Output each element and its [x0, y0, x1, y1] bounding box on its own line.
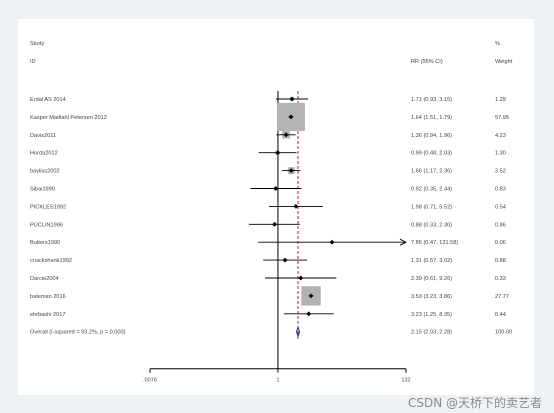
study-ci: 3.23 (1.25, 8.35)	[411, 312, 452, 318]
study-label: Horda2012	[30, 151, 58, 157]
point-estimate	[306, 311, 312, 317]
study-ci: 7.86 (0.47, 131.58)	[411, 240, 458, 246]
forest-plot: Study ID RR (95% CI)% Weight Erdal AS 2014 1.…	[30, 41, 513, 384]
x-tick-label: 132	[401, 378, 410, 384]
study-label: PICKLES1992	[30, 204, 66, 210]
point-estimate	[288, 168, 294, 173]
study-ci: 2.39 (0.61, 9.26)	[411, 276, 452, 282]
study-label: Darcie2004	[30, 276, 59, 282]
overall-ci: 2.15 (2.03, 2.28)	[411, 330, 452, 336]
ci-arrow	[399, 238, 407, 246]
point-estimate	[272, 221, 278, 227]
study-weight: 0.88	[495, 258, 506, 264]
study-weight: 1.30	[495, 151, 506, 157]
point-estimate	[308, 293, 314, 299]
study-weight: 27.77	[495, 294, 509, 300]
point-estimate	[329, 239, 335, 245]
study-label: PUCLIN1996	[30, 222, 63, 228]
study-label: cruickshank1992	[30, 258, 72, 264]
x-tick-label: .0076	[143, 378, 157, 384]
study-ci: 1.36 (0.94, 1.96)	[411, 133, 452, 139]
study-ci: 3.53 (3.23, 3.86)	[411, 294, 452, 300]
study-weight: 0.44	[495, 312, 506, 318]
x-tick-label: 1	[276, 378, 279, 384]
study-label: bateman 2016	[30, 294, 66, 300]
header-study: Study	[30, 41, 45, 47]
study-label: bayliss2002	[30, 169, 60, 175]
study-weight: 0.06	[495, 240, 506, 246]
header-percent: %	[495, 41, 500, 47]
study-ci: 0.92 (0.35, 2.44)	[411, 187, 452, 193]
study-ci: 1.66 (1.17, 2.36)	[411, 169, 452, 175]
study-label: Erdal AS 2014	[30, 97, 66, 103]
point-estimate	[273, 186, 279, 191]
study-weight: 4.23	[495, 133, 506, 139]
point-estimate	[283, 132, 289, 138]
point-estimate	[282, 257, 288, 263]
header-id: ID	[30, 59, 36, 65]
study-label: Butters1990	[30, 240, 60, 246]
study-weight: 57.95	[495, 115, 509, 121]
study-label: Davis2011	[30, 133, 56, 139]
study-ci: 0.88 (0.33, 2.30)	[411, 222, 452, 228]
point-estimate	[275, 150, 281, 156]
study-ci: 1.71 (0.93, 3.15)	[411, 97, 452, 103]
overall-label: Overall (I-squared = 93.2%, p = 0.000)	[30, 330, 126, 336]
study-weight: 0.86	[495, 222, 506, 228]
study-ci: 1.64 (1.51, 1.79)	[411, 115, 452, 121]
watermark: CSDN @天桥下的卖艺者	[407, 396, 542, 410]
point-estimate	[298, 275, 304, 281]
study-label: Sibai1990	[30, 187, 55, 193]
header-weight: Weight	[495, 59, 513, 65]
study-label: ehrbashi 2017	[30, 312, 65, 318]
overall-weight: 100.00	[495, 330, 512, 336]
study-weight: 0.83	[495, 187, 506, 193]
point-estimate	[289, 96, 295, 102]
study-label: Kasper Madlahl Petersen 2012	[30, 115, 107, 121]
study-weight: 0.54	[495, 204, 506, 210]
study-ci: 0.99 (0.48, 2.03)	[411, 151, 452, 157]
study-weight: 0.33	[495, 276, 506, 282]
point-estimate	[293, 204, 299, 209]
forest-plot-panel: Study ID RR (95% CI)% Weight Erdal AS 2014 1.…	[18, 19, 534, 395]
study-weight: 3.52	[495, 169, 506, 175]
study-ci: 1.31 (0.57, 3.02)	[411, 258, 452, 264]
header-rr-ci: RR (95% CI)	[411, 59, 443, 65]
study-weight: 1.29	[495, 97, 506, 103]
study-ci: 1.98 (0.71, 5.52)	[411, 204, 452, 210]
overall-diamond	[295, 325, 301, 338]
point-estimate	[288, 114, 294, 120]
